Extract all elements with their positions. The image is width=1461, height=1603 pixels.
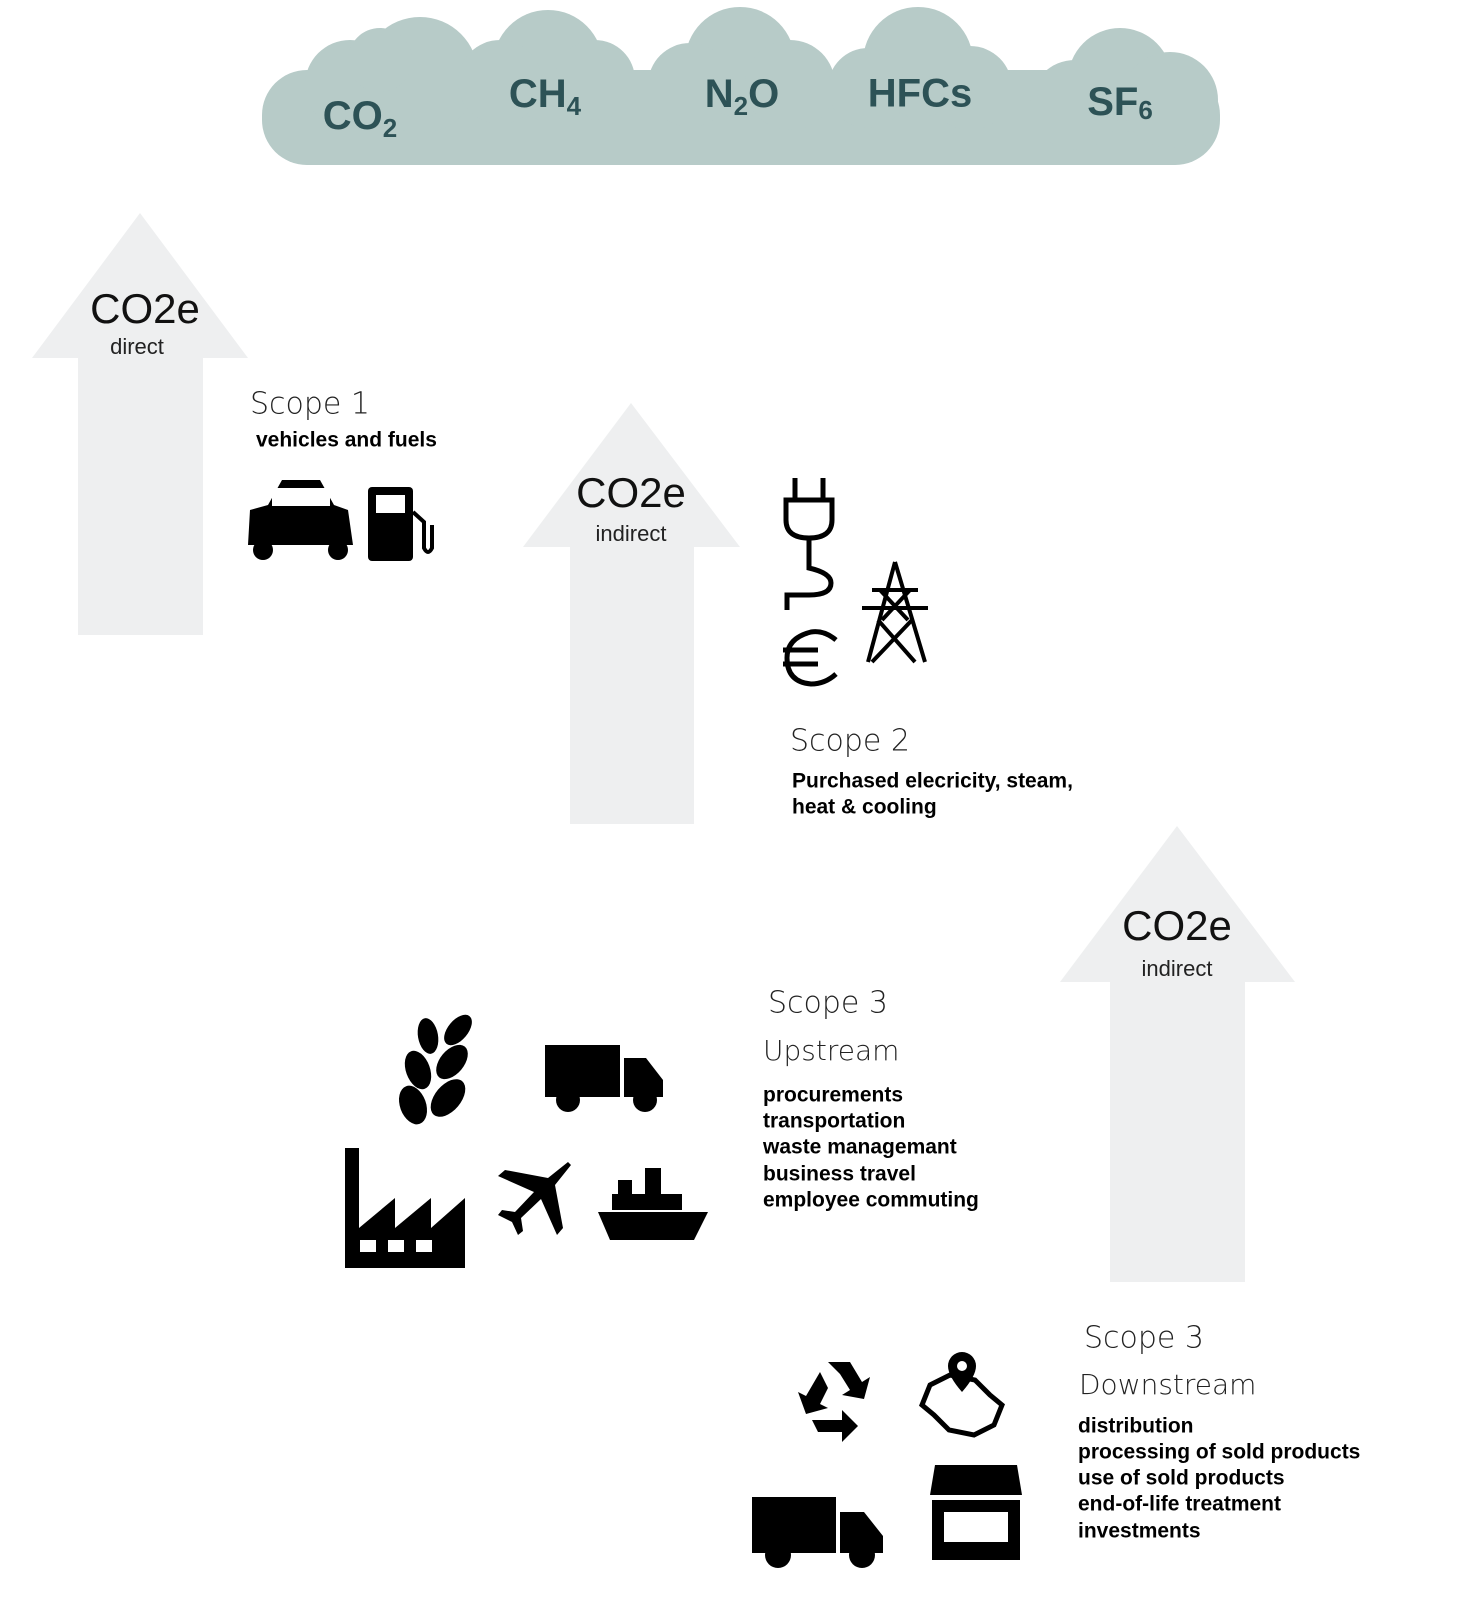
scope-subtitle: Upstream [763,1034,899,1067]
arrow-sublabel: direct [110,334,164,359]
truck-icon [752,1497,883,1568]
gas-label: CH4 [509,72,582,121]
arrow [1060,826,1295,1282]
scope-item: processing of sold products [1078,1441,1360,1464]
scope-item: business travel [763,1163,916,1186]
gas-label: SF6 [1087,80,1153,125]
scope-item: distribution [1078,1415,1193,1438]
arrow [523,403,740,824]
wheat-icon [398,1014,472,1125]
scope-item: end-of-life treatment [1078,1493,1281,1516]
arrow-label: CO2e [1122,902,1232,949]
pylon-icon [862,561,928,664]
scope-item: vehicles and fuels [256,429,437,452]
scope-title: Scope 2 [790,724,910,759]
gas-label: HFCs [868,72,972,116]
scope-item: transportation [763,1110,905,1133]
map-icon [919,1352,1005,1438]
plug-icon [783,478,835,610]
scope-item: waste managemant [762,1136,957,1159]
gas-label: N2O [705,72,779,121]
arrow-sublabel: indirect [596,521,667,546]
euro-icon [783,629,838,687]
ship-icon [598,1168,708,1240]
gas-clouds: CO2 CH4 N2O HFCs SF6 [262,7,1220,165]
truck-icon [545,1045,663,1112]
shop-icon [930,1465,1022,1560]
factory-icon [345,1148,465,1268]
scope-title: Scope 3 [768,986,888,1021]
scope-item: employee commuting [763,1189,979,1212]
recycle-icon [798,1362,870,1442]
scope-title: Scope 1 [250,387,370,422]
scope-item: investments [1078,1520,1201,1543]
arrow-label: CO2e [90,285,200,332]
scope-item: use of sold products [1078,1467,1285,1490]
scope-subtitle: Downstream [1079,1368,1256,1401]
gas-label: CO2 [323,94,397,143]
scope-item: procurements [763,1084,903,1107]
arrow-label: CO2e [576,469,686,516]
scope-title: Scope 3 [1084,1321,1204,1356]
scope-item: heat & cooling [792,796,937,819]
arrow [32,213,248,635]
scope-item: Purchased elecricity, steam, [792,770,1073,793]
plane-icon [498,1162,571,1235]
arrow-sublabel: indirect [1142,956,1213,981]
